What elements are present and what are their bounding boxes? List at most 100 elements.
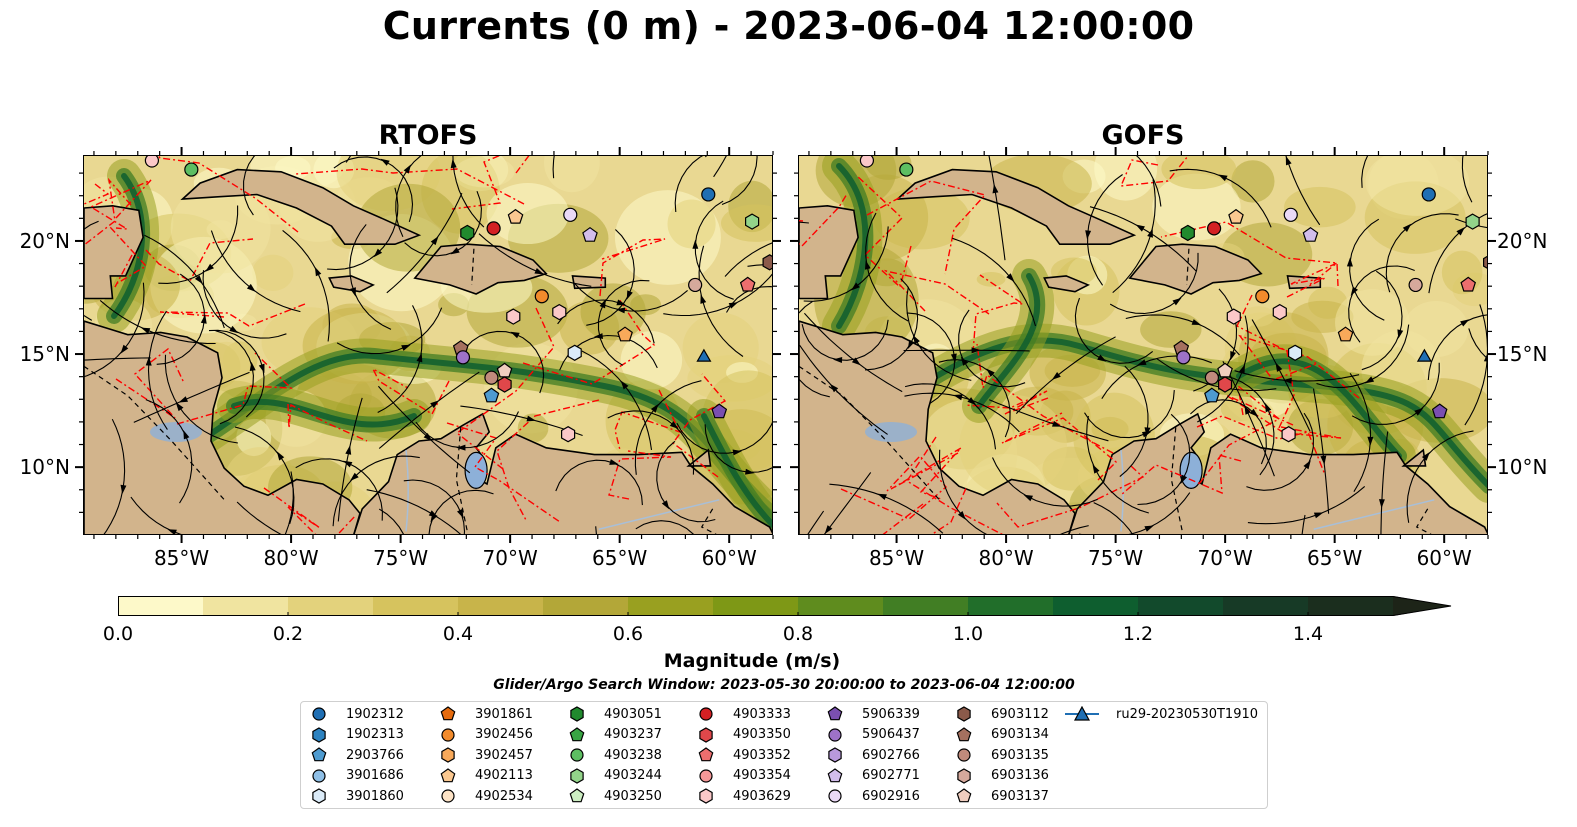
colorbar-tick-label: 1.0 bbox=[952, 623, 984, 645]
float-marker bbox=[1255, 289, 1270, 304]
legend-label: 6902771 bbox=[862, 768, 920, 783]
colorbar-tick-label: 0.6 bbox=[612, 623, 644, 645]
legend-label: 4902534 bbox=[475, 788, 533, 804]
legend-marker-icon bbox=[699, 707, 713, 721]
legend-item: 6903137 bbox=[954, 786, 1049, 806]
xtick-label: 60°W bbox=[701, 546, 757, 570]
xtick-label: 70°W bbox=[1197, 546, 1253, 570]
legend-item: 1902312 bbox=[309, 704, 404, 724]
legend-label: 1902313 bbox=[346, 727, 404, 742]
legend-title: Glider/Argo Search Window: 2023-05-30 20… bbox=[493, 677, 1075, 693]
xtick-label: 60°W bbox=[1416, 546, 1472, 570]
colorbar-bin bbox=[203, 596, 289, 616]
legend-label: 3901686 bbox=[346, 768, 404, 783]
colorbar bbox=[117, 596, 1454, 620]
float-marker bbox=[455, 350, 471, 365]
legend-marker-icon bbox=[312, 707, 326, 721]
legend-item: 6903112 bbox=[954, 704, 1049, 724]
legend-item: 1902313 bbox=[309, 725, 404, 745]
land-polygon bbox=[84, 320, 361, 534]
float-marker bbox=[1460, 276, 1477, 292]
lake-nicaragua bbox=[865, 421, 917, 442]
legend-item: 3901861 bbox=[438, 704, 533, 724]
float-marker bbox=[617, 326, 633, 342]
legend-item: 5906437 bbox=[825, 725, 920, 745]
legend-marker-icon bbox=[441, 747, 455, 763]
float-marker bbox=[711, 403, 728, 419]
legend-marker-icon bbox=[957, 706, 971, 722]
lake-nicaragua bbox=[150, 421, 202, 442]
ytick-right-15n: 15°N bbox=[1497, 342, 1548, 366]
float-marker bbox=[561, 426, 576, 443]
colorbar-bin bbox=[968, 596, 1054, 616]
legend-label: 4903238 bbox=[604, 747, 662, 763]
legend-marker-icon bbox=[312, 768, 326, 783]
float-marker bbox=[486, 221, 501, 236]
legend-label: 4903350 bbox=[733, 727, 791, 742]
legend-marker-icon bbox=[828, 789, 842, 803]
panel-title-rtofs: RTOFS bbox=[378, 120, 478, 151]
float-marker bbox=[762, 254, 772, 271]
colorbar-bin bbox=[798, 596, 884, 616]
float-marker bbox=[1180, 224, 1195, 242]
xtick-label: 65°W bbox=[1307, 546, 1363, 570]
legend-item: 4903333 bbox=[696, 704, 791, 724]
colorbar-bin bbox=[1053, 596, 1139, 616]
legend-marker-icon bbox=[441, 789, 455, 803]
legend-item: 3902456 bbox=[438, 725, 533, 745]
xtick-label: 85°W bbox=[868, 546, 925, 570]
legend-item: 4903237 bbox=[567, 725, 662, 745]
legend-marker-icon bbox=[956, 788, 972, 803]
float-marker bbox=[506, 308, 521, 325]
legend-label: 4903333 bbox=[733, 706, 791, 722]
colorbar-bin bbox=[118, 596, 204, 616]
colorbar-bin bbox=[713, 596, 799, 616]
legend-item: 6902771 bbox=[825, 766, 920, 786]
float-marker bbox=[1465, 213, 1480, 230]
float-marker bbox=[144, 156, 160, 168]
land-polygon bbox=[799, 320, 1076, 534]
float-marker bbox=[567, 344, 582, 361]
legend-marker-icon bbox=[312, 726, 326, 743]
colorbar-bin bbox=[288, 596, 374, 616]
land-polygon bbox=[686, 448, 712, 467]
ytick-right-20n: 20°N bbox=[1497, 229, 1548, 253]
colorbar-label: Magnitude (m/s) bbox=[663, 650, 841, 672]
legend-marker-icon bbox=[828, 727, 842, 742]
land-polygon bbox=[895, 168, 1137, 245]
legend-label: 6903137 bbox=[991, 788, 1049, 804]
legend-label: 6902916 bbox=[862, 788, 920, 804]
legend-marker-icon bbox=[957, 748, 971, 762]
legend-label: 3901861 bbox=[475, 706, 533, 722]
legend-item: 4902534 bbox=[438, 786, 533, 806]
legend-marker-icon bbox=[699, 788, 713, 804]
float-marker bbox=[460, 224, 475, 242]
colorbar-bin bbox=[1138, 596, 1224, 616]
legend-marker-icon bbox=[569, 726, 585, 741]
legend-marker-icon bbox=[699, 768, 713, 783]
land-polygon bbox=[180, 168, 422, 245]
legend-marker-icon bbox=[699, 726, 713, 743]
legend-label: 2903766 bbox=[346, 747, 404, 763]
legend-item: 4902113 bbox=[438, 766, 533, 786]
legend-item: 3901860 bbox=[309, 786, 404, 806]
legend-marker-icon bbox=[1065, 706, 1099, 721]
panel-title-gofs: GOFS bbox=[1101, 120, 1185, 151]
river bbox=[1313, 499, 1435, 530]
legend-label: 4903237 bbox=[604, 727, 662, 742]
legend: 1902312 1902313 2903766 3901686 3901860 39018… bbox=[300, 701, 1268, 809]
lake-maracaibo bbox=[464, 451, 488, 490]
legend-label: 6903136 bbox=[991, 768, 1049, 783]
float-marker bbox=[1204, 387, 1220, 403]
float-marker bbox=[1408, 277, 1423, 293]
float-marker bbox=[1176, 350, 1191, 365]
streamlines bbox=[799, 156, 1487, 534]
legend-label: 4903352 bbox=[733, 747, 791, 763]
legend-marker-icon bbox=[570, 706, 584, 722]
colorbar-bin bbox=[1308, 596, 1394, 616]
float-marker bbox=[1281, 426, 1296, 443]
float-marker bbox=[484, 370, 499, 385]
land-polygon bbox=[799, 204, 859, 300]
legend-label: 1902312 bbox=[346, 706, 404, 722]
legend-marker-icon bbox=[956, 726, 972, 741]
